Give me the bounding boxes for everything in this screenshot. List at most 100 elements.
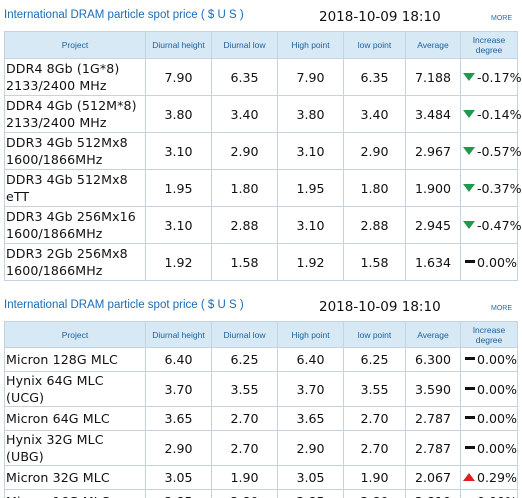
high-point-cell: 3.65 xyxy=(277,406,344,431)
diurnal-low-cell: 3.40 xyxy=(211,95,278,133)
flat-dash-icon xyxy=(465,416,475,419)
down-arrow-icon xyxy=(463,72,475,81)
change-value: 0.00% xyxy=(477,352,518,367)
diurnal-height-cell: 6.40 xyxy=(145,347,212,372)
column-header-project: Project xyxy=(4,31,146,59)
table-row: Micron 16G MLC2.852.802.852.802.8100.00% xyxy=(4,489,518,498)
column-header-average: Average xyxy=(405,321,461,348)
column-header-diurnal-height: Diurnal height xyxy=(145,31,212,59)
project-cell: DDR3 2Gb 256Mx8 1600/1866MHz xyxy=(4,243,146,281)
section-header: International DRAM particle spot price (… xyxy=(0,0,522,31)
high-point-cell: 1.92 xyxy=(277,243,344,281)
more-link[interactable]: MORE xyxy=(491,305,512,312)
change-value: -0.14% xyxy=(477,106,522,122)
average-cell: 3.484 xyxy=(405,95,461,133)
section-datetime: 2018-10-09 18:10 xyxy=(319,9,441,25)
high-point-cell: 2.90 xyxy=(277,430,344,466)
table-row: DDR3 4Gb 512Mx8 eTT 1.95 1.80 1.95 1.80 1.900… xyxy=(4,169,522,207)
column-header-low-point: low point xyxy=(343,321,406,348)
dram-price-section: International DRAM particle spot price (… xyxy=(0,0,522,281)
average-cell: 1.900 xyxy=(405,169,461,207)
section-header: International DRAM particle spot price (… xyxy=(0,290,522,321)
column-header-low-point: low point xyxy=(343,31,406,59)
low-point-cell: 1.58 xyxy=(343,243,406,281)
increase-degree-cell: 0.00% xyxy=(460,430,518,466)
low-point-cell: 3.40 xyxy=(343,95,406,133)
column-header-project: Project xyxy=(4,321,146,348)
project-cell: DDR3 4Gb 256Mx16 1600/1866MHz xyxy=(4,206,146,244)
diurnal-height-cell: 1.92 xyxy=(145,243,212,281)
average-cell: 2.787 xyxy=(405,430,461,466)
low-point-cell: 2.90 xyxy=(343,132,406,170)
high-point-cell: 3.05 xyxy=(277,465,344,490)
diurnal-height-cell: 3.80 xyxy=(145,95,212,133)
project-cell: DDR3 4Gb 512Mx8 1600/1866MHz xyxy=(4,132,146,170)
table-row: Micron 32G MLC 3.05 1.90 3.05 1.90 2.067 0.29% xyxy=(4,465,518,490)
project-cell: Hynix 32G MLC (UBG) xyxy=(4,430,146,466)
project-cell: DDR4 4Gb (512M*8) 2133/2400 MHz xyxy=(4,95,146,133)
column-header-diurnal-height: Diurnal height xyxy=(145,321,212,348)
flat-dash-icon xyxy=(465,386,475,390)
diurnal-low-cell: 2.70 xyxy=(211,406,278,431)
diurnal-low-cell: 6.25 xyxy=(211,347,278,372)
average-cell: 1.634 xyxy=(405,243,461,281)
diurnal-height-cell: 3.10 xyxy=(145,206,212,244)
increase-degree-cell: -0.47% xyxy=(460,206,522,244)
high-point-cell: 7.90 xyxy=(277,58,344,96)
down-arrow-icon xyxy=(463,183,475,192)
high-point-cell: 3.10 xyxy=(277,206,344,244)
increase-degree-cell: -0.14% xyxy=(460,95,522,133)
low-point-cell: 1.80 xyxy=(343,169,406,207)
average-cell: 2.787 xyxy=(405,406,461,431)
column-header-diurnal-low: Diurnal low xyxy=(211,321,278,348)
change-value: 0.29% xyxy=(477,470,518,485)
average-cell: 2.967 xyxy=(405,132,461,170)
increase-degree-cell: 0.00% xyxy=(460,406,518,431)
down-arrow-icon xyxy=(463,220,475,229)
high-point-cell: 3.80 xyxy=(277,95,344,133)
average-cell: 3.590 xyxy=(405,371,461,407)
change-value: -0.57% xyxy=(477,143,522,159)
change-value: -0.17% xyxy=(477,69,522,85)
change-value: 0.00% xyxy=(477,381,518,397)
change-value: 0.00% xyxy=(477,411,518,426)
change-value: 0.00% xyxy=(477,254,518,270)
down-arrow-icon xyxy=(463,109,475,118)
average-cell: 2.067 xyxy=(405,465,461,490)
table-row: DDR3 4Gb 256Mx16 1600/1866MHz 3.10 2.88 3.1… xyxy=(4,206,522,244)
change-value: 0.00% xyxy=(477,440,518,456)
diurnal-low-cell: 1.80 xyxy=(211,169,278,207)
low-point-cell: 2.88 xyxy=(343,206,406,244)
increase-degree-cell: 0.29% xyxy=(460,465,518,490)
diurnal-height-cell: 3.05 xyxy=(145,465,212,490)
diurnal-low-cell: 1.90 xyxy=(211,465,278,490)
increase-degree-cell: 0.00% xyxy=(460,347,518,372)
project-cell: Hynix 64G MLC (UCG) xyxy=(4,371,146,407)
table-header-row: Project Diurnal height Diurnal low High … xyxy=(4,31,518,59)
more-link[interactable]: MORE xyxy=(491,15,512,22)
diurnal-low-cell: 2.88 xyxy=(211,206,278,244)
average-cell: 6.300 xyxy=(405,347,461,372)
low-point-cell: 2.70 xyxy=(343,406,406,431)
table-row: Micron 128G MLC 6.40 6.25 6.40 6.25 6.300 0.00… xyxy=(4,347,518,372)
diurnal-low-cell: 2.80 xyxy=(211,489,278,498)
table-row: Micron 64G MLC 3.65 2.70 3.65 2.70 2.787 0.00% xyxy=(4,406,518,431)
flat-dash-icon xyxy=(465,357,475,360)
table-row: DDR4 4Gb (512M*8) 2133/2400 MHz 3.80 3.40 3… xyxy=(4,95,522,133)
table-row: DDR4 8Gb (1G*8) 2133/2400 MHz 7.90 6.35 7.9… xyxy=(4,58,522,96)
column-header-high-point: High point xyxy=(277,31,344,59)
project-cell: Micron 32G MLC xyxy=(4,465,146,490)
low-point-cell: 3.55 xyxy=(343,371,406,407)
change-value: -0.37% xyxy=(477,180,522,196)
change-value: 0.00% xyxy=(477,494,517,498)
low-point-cell: 2.80 xyxy=(343,489,406,498)
diurnal-height-cell: 3.70 xyxy=(145,371,212,407)
change-value: -0.47% xyxy=(477,217,522,233)
diurnal-low-cell: 2.70 xyxy=(211,430,278,466)
flat-dash-icon xyxy=(465,259,475,263)
diurnal-height-cell: 1.95 xyxy=(145,169,212,207)
diurnal-low-cell: 3.55 xyxy=(211,371,278,407)
diurnal-low-cell: 6.35 xyxy=(211,58,278,96)
table-row: Hynix 32G MLC (UBG) 2.90 2.70 2.90 2.70 2.787… xyxy=(4,430,518,466)
section-title: International DRAM particle spot price (… xyxy=(4,299,244,311)
